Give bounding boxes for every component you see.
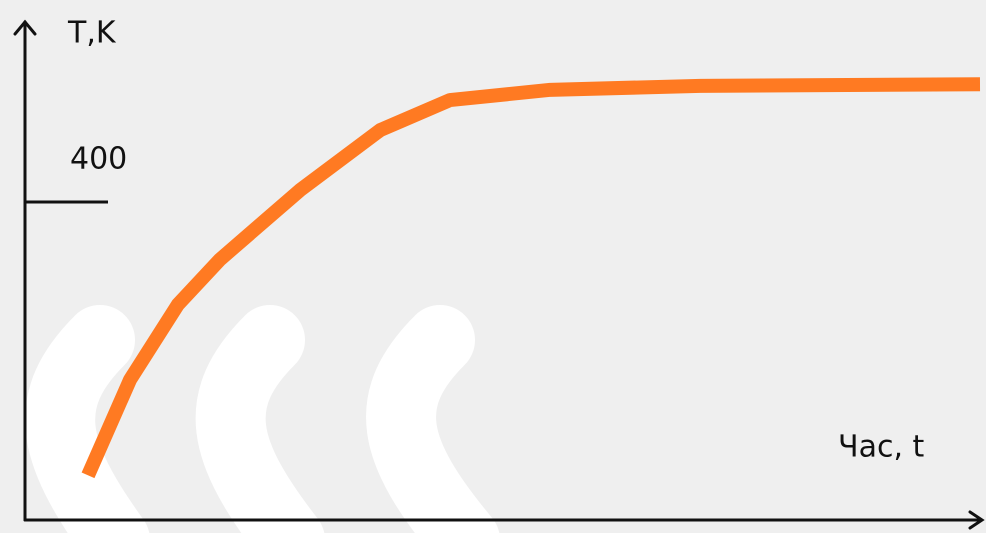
- x-axis-label: Час, t: [838, 430, 925, 465]
- axes: [13, 19, 985, 530]
- y-axis-label: T,K: [67, 16, 117, 51]
- temperature-line: [81, 77, 981, 479]
- y-axis-arrow: [13, 19, 37, 36]
- heat-waves: [25, 305, 500, 533]
- heat-wave: [195, 305, 325, 533]
- heat-wave: [366, 305, 500, 533]
- heat-wave: [25, 305, 150, 533]
- y-tick-label: 400: [70, 142, 127, 177]
- x-axis-arrow: [968, 510, 985, 530]
